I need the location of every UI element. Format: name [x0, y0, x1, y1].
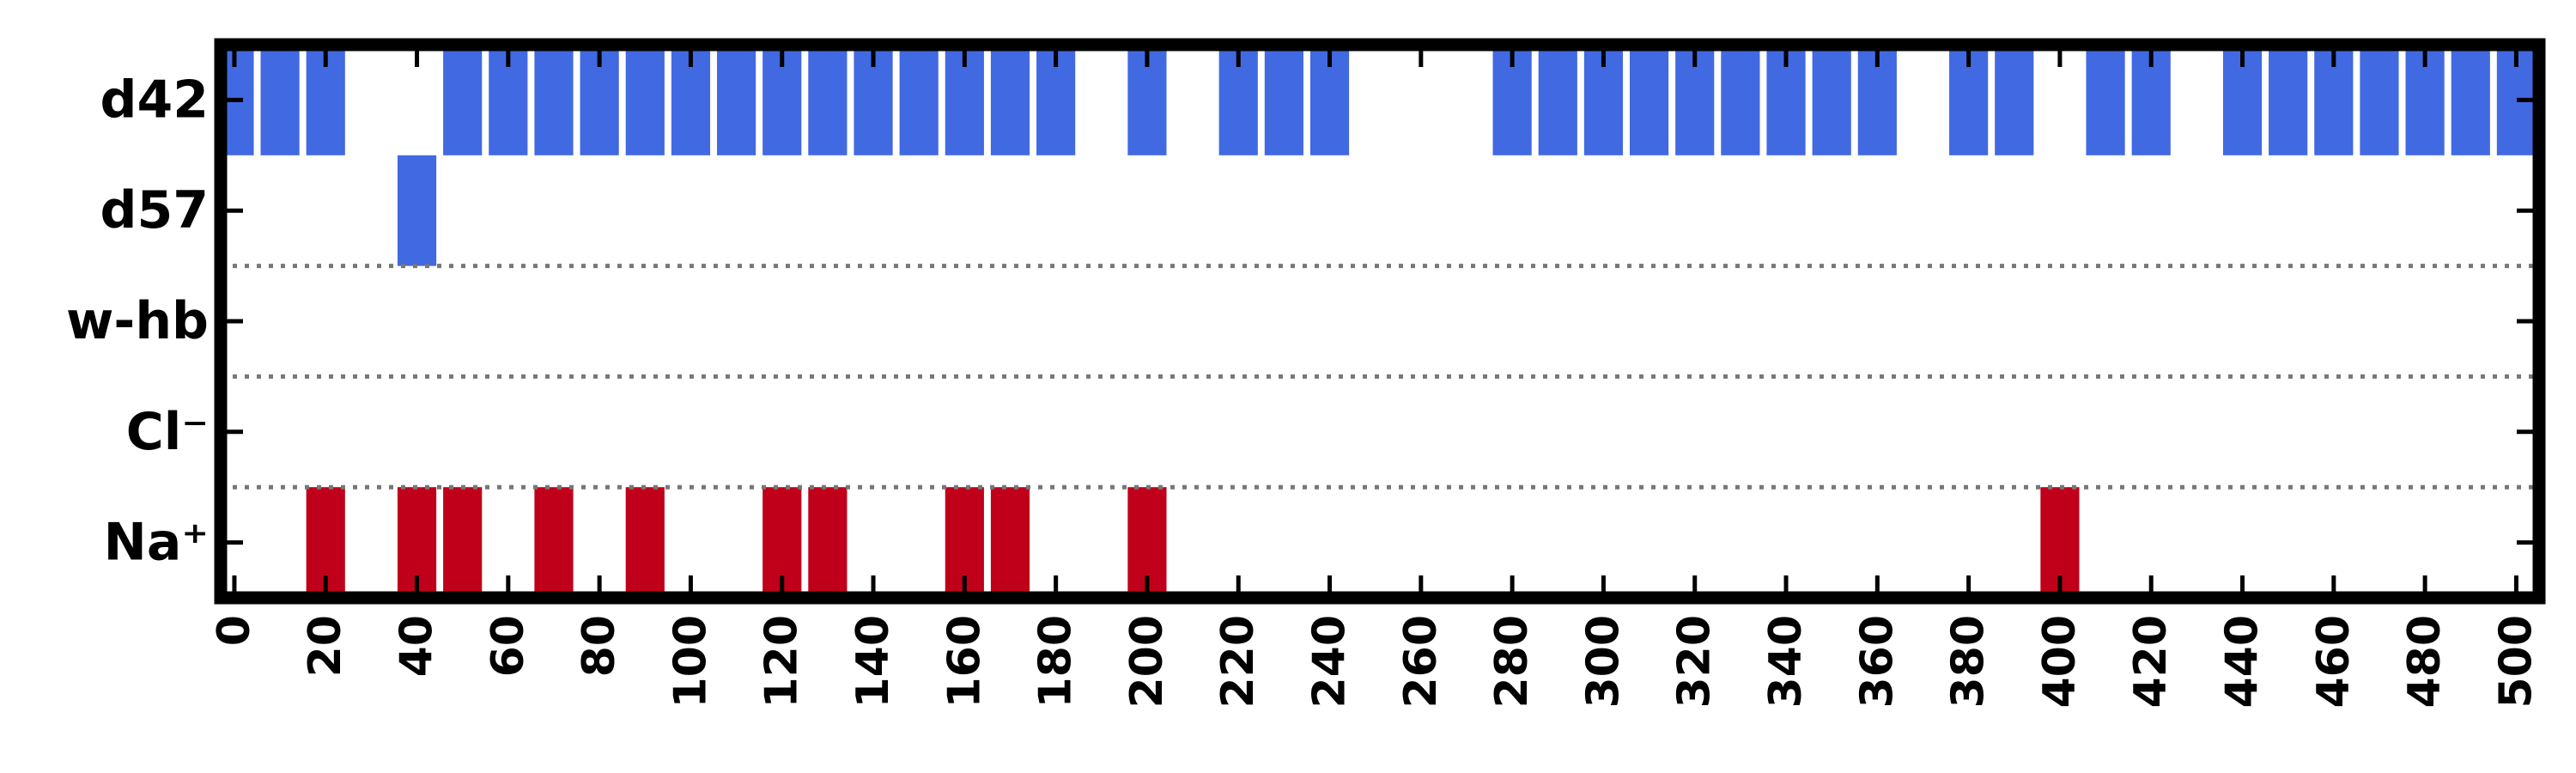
x-tick-label-300: 300: [1577, 615, 1629, 709]
bar-d42-310: [1629, 45, 1669, 155]
row-separators: [221, 264, 2539, 490]
bar-d57-40: [397, 155, 437, 266]
plot-frame: [214, 38, 2546, 605]
x-tick-label-260: 260: [1395, 615, 1447, 709]
x-tick-label-480: 480: [2399, 615, 2451, 709]
bar-d42-110: [717, 45, 756, 155]
y-tick-label-d42: d42: [100, 70, 209, 130]
bar-d42-130: [808, 45, 848, 155]
x-tick-label-400: 400: [2034, 615, 2086, 709]
x-tick-label-420: 420: [2125, 615, 2177, 709]
x-tick-label-140: 140: [848, 615, 899, 709]
y-tick-label-na: Na⁺: [104, 513, 209, 573]
x-tick-label-160: 160: [939, 615, 990, 709]
x-tick-label-440: 440: [2217, 615, 2269, 709]
bar-d42-350: [1812, 45, 1851, 155]
bar-d42-170: [990, 45, 1030, 155]
bar-na-130: [808, 487, 848, 598]
bar-d42-410: [2086, 45, 2125, 155]
bar-d42-150: [899, 45, 939, 155]
x-tick-label-200: 200: [1121, 615, 1173, 709]
x-tick-label-220: 220: [1212, 615, 1264, 709]
x-tick-label-20: 20: [300, 615, 351, 677]
x-tick-label-320: 320: [1669, 615, 1721, 709]
x-tick-label-120: 120: [756, 615, 808, 709]
bar-na-90: [625, 487, 665, 598]
bar-d42-10: [260, 45, 300, 155]
x-tick-label-240: 240: [1304, 615, 1356, 709]
x-tick-label-280: 280: [1486, 615, 1538, 709]
bar-d42-330: [1721, 45, 1760, 155]
bar-d42-490: [2451, 45, 2490, 155]
bars-layer: [215, 45, 2537, 598]
bar-d42-230: [1264, 45, 1303, 155]
bar-d42-70: [534, 45, 574, 155]
bar-na-70: [534, 487, 574, 598]
x-tick-label-60: 60: [483, 615, 534, 677]
y-tick-label-w-hb: w-hb: [66, 291, 209, 351]
bar-d42-450: [2269, 45, 2308, 155]
x-tick-label-100: 100: [665, 615, 716, 709]
x-tick-label-360: 360: [1851, 615, 1903, 709]
bar-d42-470: [2360, 45, 2399, 155]
x-tick-label-340: 340: [1760, 615, 1812, 709]
x-tick-label-460: 460: [2308, 615, 2360, 709]
bar-na-50: [443, 487, 483, 598]
y-tick-label-d57: d57: [100, 180, 209, 240]
x-tick-label-380: 380: [1943, 615, 1995, 709]
bar-d42-50: [443, 45, 483, 155]
x-tick-label-80: 80: [574, 615, 625, 677]
x-tick-label-180: 180: [1030, 615, 1082, 709]
tick-labels-layer: 0 20 40 60 80 100 120 140 160 180 200 220 240 260 280 3…: [66, 70, 2542, 708]
bar-na-170: [990, 487, 1030, 598]
bar-d42-390: [1995, 45, 2034, 155]
bar-d42-290: [1538, 45, 1577, 155]
bar-d42-90: [625, 45, 665, 155]
y-tick-label-cl: Cl⁻: [126, 402, 209, 462]
x-tick-label-40: 40: [392, 615, 443, 677]
x-tick-label-500: 500: [2490, 615, 2542, 709]
x-tick-label-0: 0: [209, 615, 260, 646]
